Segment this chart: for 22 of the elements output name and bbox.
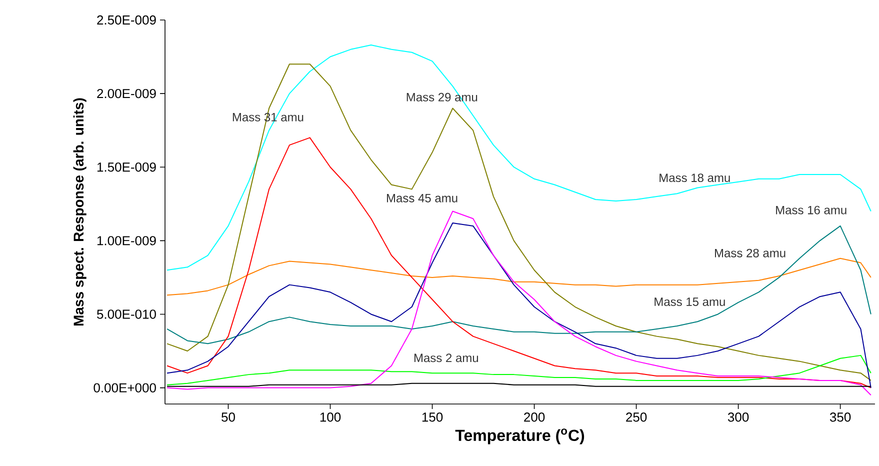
y-tick-label: 0.00E+000 [94, 383, 156, 392]
x-tick-label: 200 [524, 412, 545, 422]
y-tick-label: 5.00E-010 [97, 310, 156, 319]
y-tick-label: 2.50E-009 [97, 15, 156, 25]
x-tick-label: 250 [626, 412, 647, 422]
x-tick-label: 150 [422, 412, 443, 422]
annotation: Mass 16 amu [776, 206, 846, 214]
x-tick-label: 350 [830, 412, 851, 422]
x-tick-label: 100 [320, 412, 341, 422]
annotation: Mass 2 amu [414, 354, 478, 362]
line-series [166, 64, 872, 381]
annotation: Mass 45 amu [386, 194, 458, 202]
y-tick-label: 1.00E-009 [97, 236, 156, 246]
y-tick-label: 2.00E-009 [97, 88, 156, 98]
annotation: Mass 28 amu [715, 248, 786, 258]
y-axis-title: Mass spect. Response (arb. units) [73, 98, 86, 326]
x-tick-label: 50 [222, 412, 235, 422]
y-tick-label: 1.50E-009 [97, 162, 156, 172]
x-axis-title: Temperature ($^{o}$C) [455, 428, 584, 444]
x-tick-label: 300 [728, 412, 749, 422]
annotation: Mass 15 amu [654, 298, 725, 306]
annotation: Mass 18 amu [660, 174, 730, 182]
